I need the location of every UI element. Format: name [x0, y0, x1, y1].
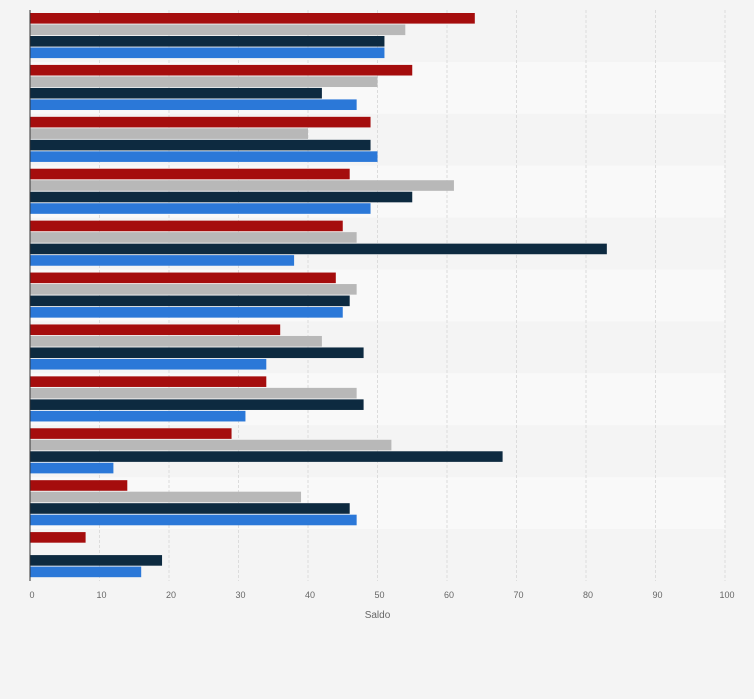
bar [30, 295, 350, 307]
bar [30, 555, 163, 566]
bar [30, 116, 371, 128]
bar [30, 439, 392, 451]
bar [30, 503, 350, 514]
bar [30, 151, 378, 162]
x-tick-label: 30 [235, 590, 245, 600]
bar [30, 532, 86, 543]
bars [30, 13, 607, 578]
bar [30, 399, 364, 410]
bar [30, 284, 357, 295]
bar [30, 168, 350, 180]
bar [30, 232, 357, 243]
bar [30, 243, 607, 255]
bar [30, 220, 343, 232]
x-tick-label: 50 [374, 590, 384, 600]
bar [30, 491, 302, 503]
bar [30, 203, 371, 214]
x-tick-labels: 0 10 20 30 40 50 60 70 80 90 100 [29, 590, 734, 600]
bar [30, 376, 267, 387]
bar [30, 87, 322, 99]
bar [30, 47, 385, 59]
bar [30, 13, 475, 24]
x-tick-label: 70 [513, 590, 523, 600]
x-tick-label: 10 [96, 590, 106, 600]
bar [30, 272, 336, 284]
bar [30, 358, 267, 370]
bar [30, 410, 246, 422]
bar [30, 387, 357, 399]
bar [30, 64, 413, 76]
x-tick-label: 100 [719, 590, 734, 600]
bar [30, 514, 357, 526]
bar [30, 480, 128, 491]
bar [30, 451, 503, 462]
x-tick-label: 90 [652, 590, 662, 600]
bar [30, 324, 281, 336]
bar [30, 347, 364, 359]
x-tick-label: 60 [444, 590, 454, 600]
x-axis-title: Saldo [365, 610, 391, 621]
bar [30, 566, 142, 578]
bar [30, 99, 357, 111]
bar [30, 128, 308, 139]
bar [30, 24, 406, 36]
bar [30, 307, 343, 318]
x-tick-label: 80 [583, 590, 593, 600]
bar [30, 255, 295, 266]
x-tick-label: 20 [166, 590, 176, 600]
x-tick-label: 40 [305, 590, 315, 600]
bar [30, 462, 114, 474]
bar [30, 180, 454, 191]
bar [30, 36, 385, 47]
bar [30, 428, 232, 439]
bar [30, 139, 371, 151]
x-tick-label: 0 [29, 590, 34, 600]
bar [30, 335, 322, 347]
bar [30, 76, 378, 88]
bar [30, 191, 413, 203]
